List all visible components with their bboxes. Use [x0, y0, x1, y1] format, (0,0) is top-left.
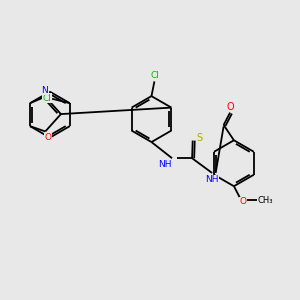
Text: Cl: Cl — [42, 94, 51, 103]
Text: O: O — [239, 197, 246, 206]
Text: Cl: Cl — [151, 71, 159, 80]
Text: NH: NH — [158, 160, 172, 169]
Text: S: S — [196, 133, 202, 143]
Text: CH₃: CH₃ — [257, 196, 273, 205]
Text: N: N — [41, 86, 48, 95]
Text: O: O — [226, 102, 234, 112]
Text: NH: NH — [206, 175, 219, 184]
Text: O: O — [44, 134, 51, 142]
